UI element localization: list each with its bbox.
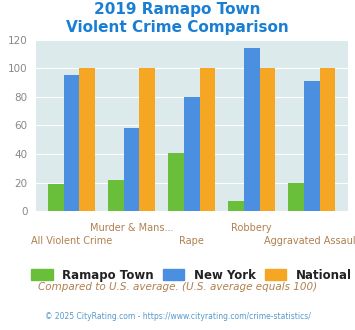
- Bar: [48, 184, 64, 211]
- Text: Aggravated Assault: Aggravated Assault: [264, 236, 355, 246]
- Bar: [184, 97, 200, 211]
- Text: Robbery: Robbery: [231, 223, 272, 233]
- Text: Rape: Rape: [179, 236, 204, 246]
- Bar: [288, 182, 304, 211]
- Text: 2019 Ramapo Town: 2019 Ramapo Town: [94, 2, 261, 16]
- Text: Violent Crime Comparison: Violent Crime Comparison: [66, 20, 289, 35]
- Bar: [244, 48, 260, 211]
- Bar: [200, 68, 215, 211]
- Bar: [140, 68, 155, 211]
- Text: © 2025 CityRating.com - https://www.cityrating.com/crime-statistics/: © 2025 CityRating.com - https://www.city…: [45, 312, 310, 321]
- Bar: [80, 68, 95, 211]
- Bar: [320, 68, 335, 211]
- Bar: [108, 180, 124, 211]
- Bar: [260, 68, 275, 211]
- Bar: [228, 201, 244, 211]
- Bar: [304, 81, 320, 211]
- Bar: [64, 75, 80, 211]
- Text: Compared to U.S. average. (U.S. average equals 100): Compared to U.S. average. (U.S. average …: [38, 282, 317, 292]
- Bar: [168, 152, 184, 211]
- Legend: Ramapo Town, New York, National: Ramapo Town, New York, National: [32, 269, 352, 281]
- Text: All Violent Crime: All Violent Crime: [31, 236, 112, 246]
- Text: Murder & Mans...: Murder & Mans...: [90, 223, 173, 233]
- Bar: [124, 128, 140, 211]
